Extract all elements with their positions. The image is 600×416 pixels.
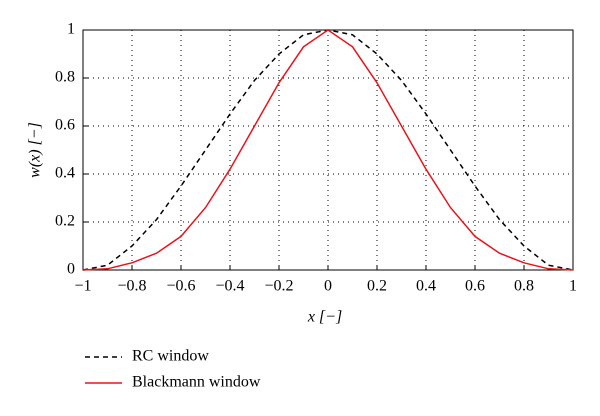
y-tick-label: 0.4 [55, 165, 75, 182]
x-tick-label: 0.2 [367, 278, 387, 295]
legend-label: RC window [132, 348, 209, 365]
x-tick-label: 0.6 [465, 278, 485, 295]
y-tick-label: 0 [67, 261, 75, 278]
series-line [82, 29, 574, 271]
x-tick-label: 0.8 [514, 278, 534, 295]
y-tick-label: 1 [67, 21, 75, 38]
y-tick-label: 0.2 [55, 213, 75, 230]
x-tick-label: 1 [569, 278, 577, 295]
legend-label: Blackmann window [132, 374, 261, 391]
x-tick-label: −1 [74, 278, 91, 295]
y-axis-label: w(x) [−] [27, 122, 44, 178]
y-tick-label: 0.6 [55, 117, 75, 134]
x-axis-label: x [−] [307, 309, 342, 326]
x-tick-label: 0 [324, 278, 332, 295]
x-tick-label: −0.4 [215, 278, 244, 295]
y-tick-label: 0.8 [55, 69, 75, 86]
x-tick-label: −0.2 [264, 278, 293, 295]
x-tick-label: −0.8 [117, 278, 146, 295]
x-tick-label: 0.4 [416, 278, 436, 295]
x-tick-label: −0.6 [166, 278, 195, 295]
